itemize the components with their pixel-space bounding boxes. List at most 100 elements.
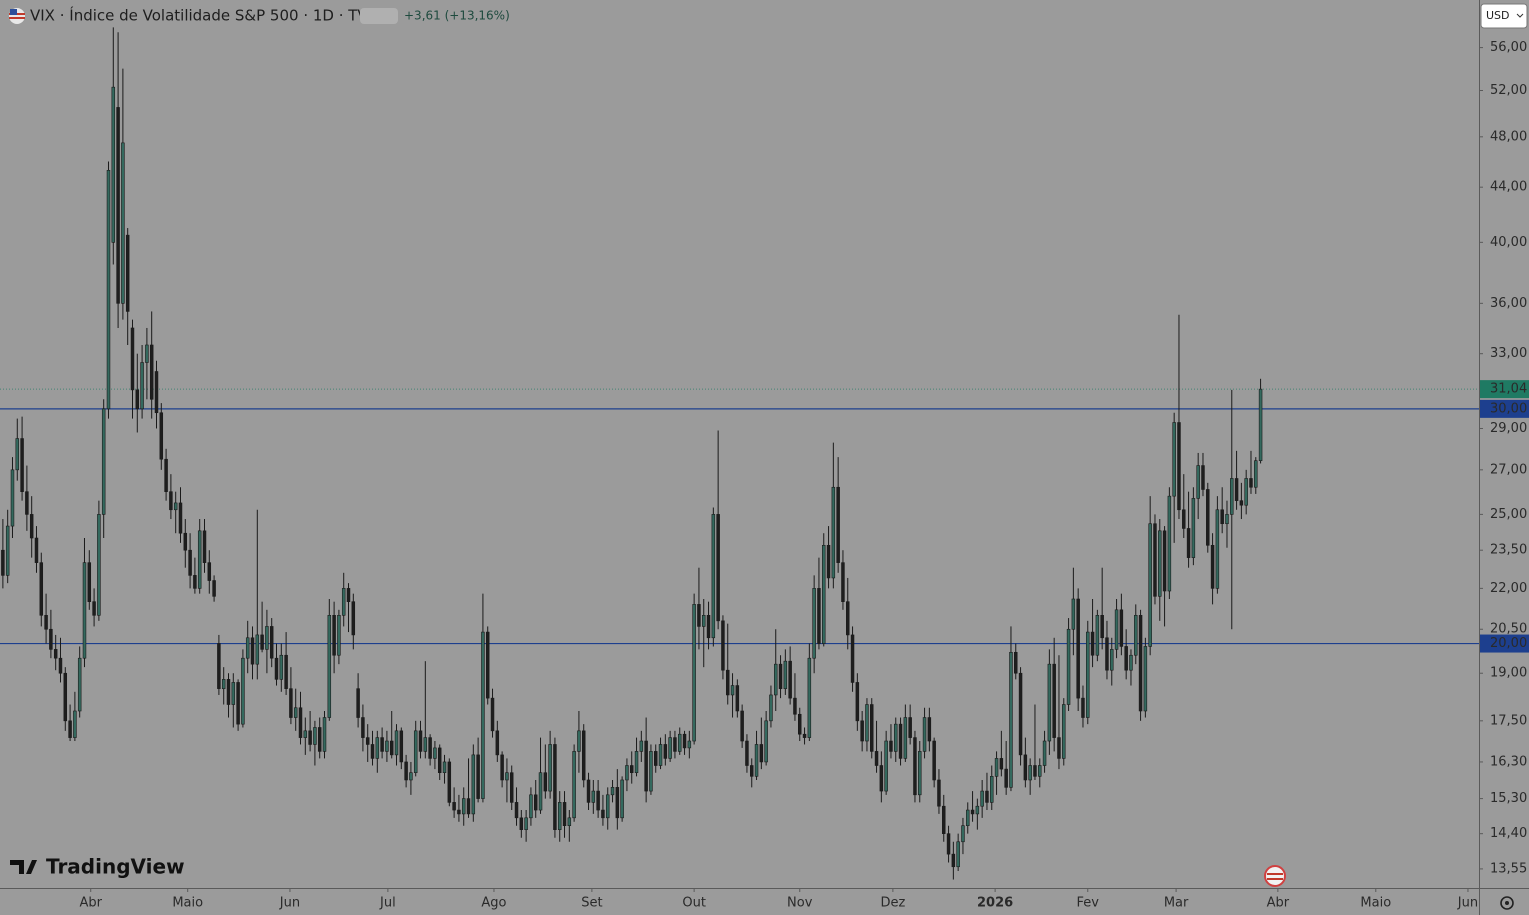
candle-body <box>107 170 110 409</box>
candle-body <box>376 738 379 759</box>
symbol-flag <box>9 8 25 24</box>
candle-body <box>592 791 595 802</box>
candle-body <box>784 661 787 688</box>
candle-body <box>337 615 340 655</box>
candle-body <box>328 615 331 717</box>
candle-body <box>294 708 297 718</box>
candle-body <box>664 744 667 758</box>
candle-body <box>289 689 292 718</box>
candle-body <box>174 503 177 510</box>
candle-body <box>438 748 441 773</box>
candle-body <box>443 762 446 773</box>
candle-body <box>909 718 912 738</box>
candle-body <box>952 854 955 867</box>
candle-body <box>1154 524 1157 597</box>
candle-body <box>808 658 811 737</box>
currency-button[interactable] <box>1480 3 1528 29</box>
x-tick-label: Dez <box>880 896 905 911</box>
candle-body <box>1062 705 1065 759</box>
candle-body <box>851 635 854 683</box>
candle-body <box>1250 478 1253 487</box>
candle-body <box>789 661 792 698</box>
candle-body <box>342 588 345 615</box>
currency-caret[interactable] <box>1516 13 1524 18</box>
x-tick-label: Set <box>581 896 602 911</box>
candle-body <box>577 731 580 752</box>
candle-body <box>414 731 417 773</box>
candle-body <box>525 818 528 830</box>
plot-area <box>0 27 1479 879</box>
candle-body <box>606 795 609 818</box>
candle-body <box>601 810 604 818</box>
candle-body <box>165 459 168 491</box>
candle-body <box>30 514 33 538</box>
candle-body <box>645 741 648 791</box>
candle-body <box>1259 389 1262 461</box>
candle-body <box>313 727 316 744</box>
candle-body <box>433 748 436 758</box>
currency-label[interactable]: USD <box>1486 9 1510 22</box>
candle-body <box>625 766 628 780</box>
brand-name: TradingView <box>46 855 185 879</box>
candle-body <box>621 780 624 818</box>
candle-body <box>112 87 115 242</box>
x-tick-label: Maio <box>172 896 203 911</box>
candle-body <box>529 795 532 818</box>
candle-body <box>275 658 278 679</box>
candle-body <box>381 738 384 752</box>
candle-body <box>1086 632 1089 717</box>
candle-body <box>803 734 806 737</box>
candle-body <box>1106 638 1109 670</box>
candle-body <box>515 802 518 817</box>
candle-body <box>794 698 797 714</box>
candle-body <box>136 390 139 409</box>
candle-body <box>1254 461 1257 488</box>
candle-body <box>899 724 902 758</box>
candle-body <box>1014 652 1017 673</box>
candle-body <box>54 649 57 658</box>
y-tick-label: 36,00 <box>1490 296 1527 311</box>
candle-body <box>1115 610 1118 650</box>
candle-body <box>750 766 753 777</box>
candle-body <box>962 826 965 842</box>
candle-body <box>1211 545 1214 588</box>
candle-body <box>1043 741 1046 765</box>
candle-body <box>981 791 984 806</box>
candle-body <box>169 492 172 510</box>
candle-body <box>385 741 388 751</box>
candle-body <box>582 731 585 780</box>
candle-body <box>352 602 355 635</box>
candle-body <box>357 689 360 718</box>
candle-body <box>822 545 825 643</box>
candle-body <box>861 721 864 741</box>
y-tick-label: 44,00 <box>1490 180 1527 195</box>
candle-body <box>97 514 100 615</box>
candle-body <box>1139 615 1142 711</box>
candle-body <box>1226 514 1229 523</box>
candle-body <box>419 731 422 752</box>
y-tick-label: 20,50 <box>1490 622 1527 637</box>
candle-body <box>1245 478 1248 505</box>
candle-body <box>616 787 619 817</box>
candle-body <box>333 615 336 655</box>
candle-body <box>261 635 264 649</box>
candle-body <box>371 744 374 758</box>
candle-body <box>424 738 427 752</box>
y-tick-label: 56,00 <box>1490 40 1527 55</box>
candle-body <box>1144 646 1147 711</box>
candle-body <box>467 799 470 814</box>
candle-body <box>1110 649 1113 670</box>
settings-icon[interactable] <box>1500 896 1514 910</box>
candle-body <box>904 718 907 759</box>
last-price-label: 31,04 <box>1490 382 1527 397</box>
candle-body <box>770 695 773 721</box>
candle-body <box>73 711 76 738</box>
candle-body <box>1010 652 1013 787</box>
candle-body <box>1216 510 1219 589</box>
candle-body <box>654 751 657 765</box>
candle-body <box>1202 466 1205 490</box>
candle-body <box>1221 510 1224 524</box>
candle-body <box>1158 531 1161 596</box>
candle-body <box>64 673 67 721</box>
